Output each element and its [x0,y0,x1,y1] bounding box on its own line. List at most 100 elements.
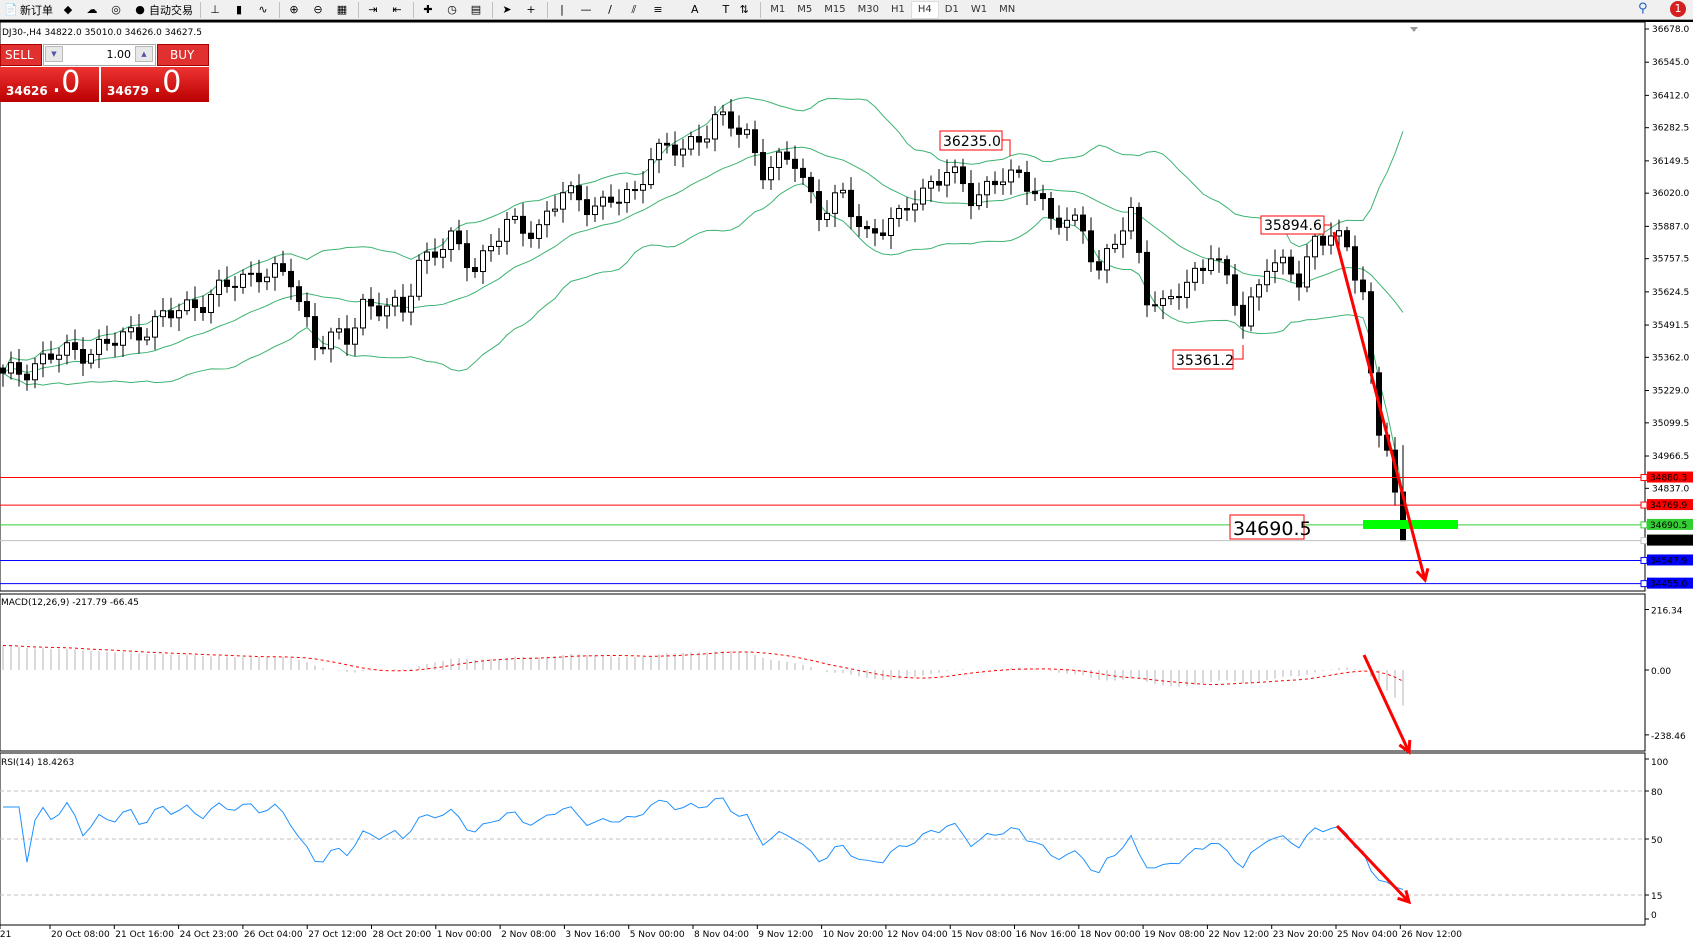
trend-arrow [1335,824,1411,904]
candle-body [1304,256,1310,288]
candle-body [1184,281,1190,298]
arrow-head-icon [1415,567,1430,584]
search-icon[interactable]: ⚲ [1638,1,1648,16]
candle-body [1088,230,1094,263]
zoom-out-icon: ⊖ [313,3,323,16]
notification-badge[interactable]: 1 [1670,1,1686,17]
candle-body [536,224,542,239]
candle-body [576,185,582,201]
timeframe-m5[interactable]: M5 [797,4,813,15]
candle-body [760,152,766,181]
candle-body [328,331,334,350]
candle-body [1352,246,1358,281]
zoom-in-icon: ⊕ [289,3,299,16]
candle-body [232,285,238,288]
sell-button[interactable]: SELL [0,44,42,66]
arrows-button[interactable]: ⇅ [733,1,757,19]
timeframe-h1[interactable]: H1 [890,4,905,15]
timeframe-d1[interactable]: D1 [944,4,959,15]
price-tick-label: 35624.5 [1652,288,1689,298]
price-level-label: 34690.5 [1650,521,1687,531]
candle-body [1080,214,1086,232]
timeframe-h4[interactable]: H4 [910,0,939,19]
candle-body [928,181,934,189]
timeframe-m15[interactable]: M15 [824,4,846,15]
candle-body [320,346,326,350]
cloud-icon: ☁ [86,3,98,16]
periods-button[interactable]: ◷ [441,1,465,19]
candle-body [464,243,470,268]
horizontal-line-button[interactable]: — [575,1,599,19]
indicators-button[interactable]: ✚ [417,1,441,19]
templates-button[interactable]: ▤ [465,1,489,19]
macd-signal-line [2,645,1404,686]
candle-body [72,342,78,350]
candle-body [1104,248,1110,271]
arrow-head-icon [1398,739,1412,755]
zoom-in-button[interactable]: ⊕ [283,1,307,19]
lot-size-input[interactable]: 1.00 [43,44,156,66]
auto-trading-button[interactable]: ● 自动交易 [129,1,197,19]
candle-body [1344,230,1350,248]
bollinger-upper [2,96,1404,374]
candle-body [560,192,566,210]
tile-windows-icon: ▦ [336,3,348,16]
bid-price-button[interactable]: 34626.0 [0,67,99,102]
candle-body [840,189,846,194]
candle-body [400,296,406,313]
candle-body [504,218,510,242]
candle-body [1096,261,1102,271]
zoom-out-button[interactable]: ⊖ [307,1,331,19]
candle-body [952,166,958,174]
candle-body [552,208,558,212]
lot-decrease-button[interactable]: ▼ [45,46,63,62]
cursor-button[interactable]: ➤ [496,1,520,19]
experts-button[interactable]: ◆ [57,1,81,19]
signal-button[interactable]: ◎ [105,1,129,19]
vertical-line-button[interactable]: | [551,1,575,19]
time-label: Oct 2021 [0,930,11,939]
text-button[interactable]: A [671,1,703,19]
price-tick-label: 35491.5 [1652,321,1689,331]
candle-body [568,185,574,194]
ask-price-button[interactable]: 34679.0 [101,67,209,102]
candle-body [296,286,302,303]
toolbar: 📄 新订单 ◆ ☁ ◎ ● 自动交易 ⊥ ▮ ∿ ⊕ ⊖ ▦ ⇥ ⇤ ✚ ◷ ▤ ➤ + | — / ⫽ ≡ A T ⇅ M1 M5 M15… [0,0,1693,20]
vertical-line-icon: | [560,3,564,16]
crosshair-button[interactable]: + [520,1,544,19]
line-chart-button[interactable]: ∿ [252,1,276,19]
timeframe-m1[interactable]: M1 [770,4,786,15]
time-label: 3 Nov 16:00 [565,930,620,939]
bar-chart-button[interactable]: ⊥ [204,1,228,19]
candle-body [368,298,374,307]
text-label-button[interactable]: T [703,1,734,19]
candle-body [248,272,254,275]
timeframe-mn[interactable]: MN [999,4,1016,15]
trendline-button[interactable]: / [599,1,623,19]
new-order-button[interactable]: 📄 新订单 [0,1,57,19]
buy-button[interactable]: BUY [157,44,209,66]
candlestick-button[interactable]: ▮ [228,1,252,19]
candle-body [912,203,918,211]
tile-windows-button[interactable]: ▦ [331,1,355,19]
auto-scroll-button[interactable]: ⇥ [362,1,386,19]
rsi-tick-label: 100 [1651,758,1668,768]
timeframe-w1[interactable]: W1 [970,4,988,15]
candle-body [24,373,30,381]
rsi-tick-label: 50 [1651,836,1663,846]
candle-body [632,189,638,192]
lot-increase-button[interactable]: ▲ [135,46,153,62]
fibonacci-button[interactable]: ≡ [647,1,671,19]
cloud-button[interactable]: ☁ [81,1,105,19]
candle-body [8,362,14,374]
timeframe-m30[interactable]: M30 [857,4,879,15]
candle-body [376,305,382,317]
equidistant-channel-button[interactable]: ⫽ [623,1,647,19]
candle-body [200,307,206,313]
candle-body [736,127,742,135]
candle-body [360,298,366,329]
chart-shift-button[interactable]: ⇤ [386,1,410,19]
price-annotation: 35361.2 [1176,353,1234,369]
candle-body [792,158,798,169]
